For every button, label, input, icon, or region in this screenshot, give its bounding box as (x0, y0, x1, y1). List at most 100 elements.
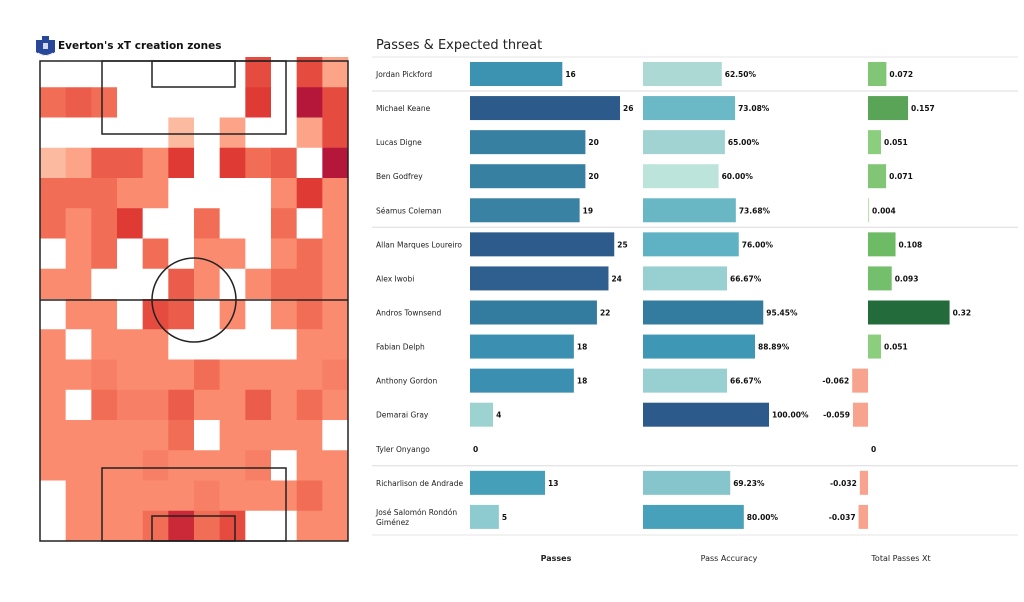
heatmap-cell (40, 178, 66, 209)
column-header-pass-accuracy: Pass Accuracy (701, 554, 758, 563)
heatmap-cell (245, 117, 272, 149)
heatmap-cell (40, 359, 66, 391)
heatmap-cell (296, 268, 323, 300)
heatmap-cell (271, 208, 297, 239)
heatmap-cell (142, 329, 169, 360)
player-row: Alex Iwobi 24 66.67% 0.093 (376, 266, 918, 291)
heatmap-cell (168, 420, 195, 451)
heatmap-cell (168, 87, 195, 118)
xt-bar (868, 96, 909, 121)
heatmap-cell (142, 238, 169, 270)
pass-accuracy-bar (643, 232, 739, 257)
passes-bar (470, 266, 609, 291)
heatmap-cell (219, 389, 246, 421)
pass-accuracy-bar (643, 164, 719, 189)
heatmap-cell (40, 87, 66, 118)
heatmap-cell (219, 147, 246, 179)
heatmap-cell (245, 178, 272, 209)
heatmap-cell (245, 420, 272, 451)
heatmap-cell (40, 480, 66, 512)
player-name: Richarlison de Andrade (376, 479, 463, 488)
heatmap-cell (142, 147, 169, 179)
heatmap-cell (168, 329, 195, 360)
heatmap-cell (117, 359, 143, 391)
heatmap-cell (91, 117, 118, 149)
player-name: Andros Townsend (376, 308, 442, 317)
player-name: Fabian Delph (376, 343, 425, 352)
heatmap-cell (296, 117, 323, 149)
heatmap-cell (168, 389, 195, 421)
passes-label: 4 (496, 411, 501, 420)
xt-bar (868, 334, 882, 359)
heatmap-cell (168, 268, 195, 300)
heatmap-cell (117, 57, 143, 88)
heatmap-cell (40, 510, 66, 542)
heatmap-cell (322, 238, 349, 270)
heatmap-cell (245, 238, 272, 270)
heatmap-cell (65, 299, 92, 330)
heatmap-cell (40, 450, 66, 481)
heatmap-cell (142, 450, 169, 481)
player-row: José Salomón Rondón Giménez 5 80.00% -0.037 (375, 504, 868, 529)
xt-label: 0.051 (884, 343, 908, 352)
heatmap-cells (40, 57, 349, 542)
player-name: Lucas Digne (376, 138, 422, 147)
heatmap-cell (40, 57, 66, 88)
pass-accuracy-label: 60.00% (722, 172, 754, 181)
heatmap-cell (168, 299, 195, 330)
xt-bar (858, 504, 868, 529)
heatmap-cell (65, 480, 92, 512)
player-name: Ben Godfrey (376, 172, 423, 181)
passes-label: 20 (588, 138, 598, 147)
pass-accuracy-bar (643, 368, 728, 393)
column-header-total-passes-xt: Total Passes Xt (870, 554, 930, 563)
player-row: Demarai Gray 4 100.00% -0.059 (376, 402, 868, 427)
pass-accuracy-bar (643, 504, 744, 529)
heatmap-cell (271, 450, 297, 481)
heatmap-cell (40, 268, 66, 300)
heatmap-cell (194, 480, 220, 512)
heatmap-cell (65, 510, 92, 542)
heatmap-cell (245, 389, 272, 421)
heatmap-cell (245, 147, 272, 179)
xt-label: -0.032 (830, 479, 857, 488)
heatmap-cell (65, 178, 92, 209)
heatmap-cell (40, 420, 66, 451)
heatmap-cell (296, 299, 323, 330)
heatmap-cell (296, 510, 323, 542)
heatmap-cell (91, 238, 118, 270)
player-row: Anthony Gordon 18 66.67% -0.062 (376, 368, 868, 393)
xt-bar (868, 62, 887, 86)
xt-bar (868, 300, 950, 325)
heatmap-cell (322, 420, 349, 451)
heatmap-cell (117, 268, 143, 300)
heatmap-cell (117, 117, 143, 149)
heatmap-cell (219, 420, 246, 451)
pass-accuracy-bar (643, 402, 769, 427)
player-row: Lucas Digne 20 65.00% 0.051 (376, 130, 908, 155)
heatmap-cell (245, 329, 272, 360)
pass-accuracy-bar (643, 96, 736, 121)
pass-accuracy-label: 100.00% (772, 411, 809, 420)
heatmap-cell (65, 268, 92, 300)
passes-bar (470, 232, 615, 257)
heatmap-cell (91, 389, 118, 421)
heatmap-cell (65, 117, 92, 149)
passes-bar (470, 164, 586, 189)
heatmap-cell (194, 117, 220, 149)
heatmap-cell (91, 450, 118, 481)
heatmap-cell (322, 510, 349, 542)
heatmap-cell (245, 480, 272, 512)
heatmap-cell (245, 57, 272, 88)
heatmap-cell (117, 450, 143, 481)
heatmap-cell (219, 117, 246, 149)
player-row: Séamus Coleman 19 73.68% 0.004 (376, 198, 896, 223)
xt-label: 0 (871, 445, 876, 454)
passes-label: 25 (617, 240, 627, 249)
heatmap-cell (91, 87, 118, 118)
player-name: Séamus Coleman (376, 206, 442, 215)
heatmap-cell (65, 359, 92, 391)
heatmap-cell (194, 359, 220, 391)
player-name: Jordan Pickford (375, 70, 432, 79)
passes-label: 24 (611, 274, 621, 283)
